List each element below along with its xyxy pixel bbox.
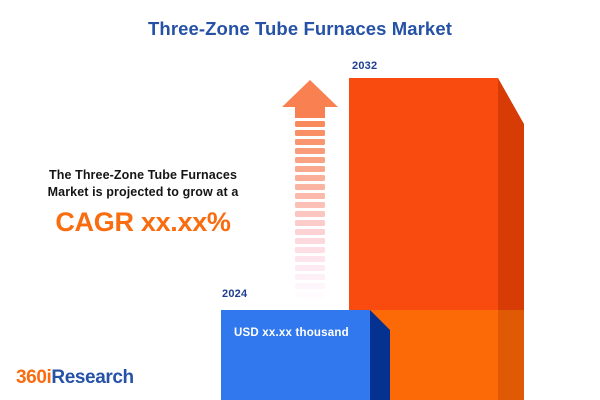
up-arrow-segment (295, 247, 325, 253)
up-arrow-segment (295, 229, 325, 235)
up-arrow-segment (295, 193, 325, 199)
year-label-2032: 2032 (352, 60, 378, 72)
up-arrow-segment (295, 274, 325, 280)
up-arrow-segment (295, 256, 325, 262)
up-arrow-segment (295, 121, 325, 127)
up-arrow-segment (295, 292, 325, 298)
up-arrow-segment-stack (295, 121, 325, 298)
cagr-value: CAGR xx.xx% (55, 207, 231, 237)
up-arrow-segment (295, 202, 325, 208)
cagr-statement: The Three-Zone Tube Furnaces Market is p… (18, 167, 268, 238)
bar-2024-front-face (221, 310, 370, 400)
up-arrow-segment (295, 157, 325, 163)
up-arrow-segment (295, 283, 325, 289)
up-arrow-icon (282, 80, 338, 298)
up-arrow-segment (295, 211, 325, 217)
statement-line-1: The Three-Zone Tube Furnaces (48, 168, 237, 182)
up-arrow-segment (295, 265, 325, 271)
up-arrow-segment (295, 184, 325, 190)
up-arrow-segment (295, 175, 325, 181)
year-label-2024: 2024 (222, 288, 248, 300)
bar-2024-side-face (370, 310, 390, 400)
up-arrow-head-icon (282, 80, 338, 107)
up-arrow-segment (295, 166, 325, 172)
page-title: Three-Zone Tube Furnaces Market (148, 18, 452, 39)
bar-2032-side-overlap-band (498, 310, 524, 400)
up-arrow-segment (295, 139, 325, 145)
statement-line-2: Market is projected to grow at a (47, 185, 239, 199)
up-arrow-segment (295, 220, 325, 226)
up-arrow-neck (295, 107, 325, 118)
brand-logo[interactable]: 360iResearch (16, 367, 134, 389)
bar-2024-value-label: USD xx.xx thousand (234, 327, 349, 339)
brand-logo-prefix: 360i (16, 367, 52, 388)
up-arrow-segment (295, 130, 325, 136)
brand-logo-suffix: Research (51, 367, 134, 388)
up-arrow-segment (295, 148, 325, 154)
up-arrow-segment (295, 238, 325, 244)
